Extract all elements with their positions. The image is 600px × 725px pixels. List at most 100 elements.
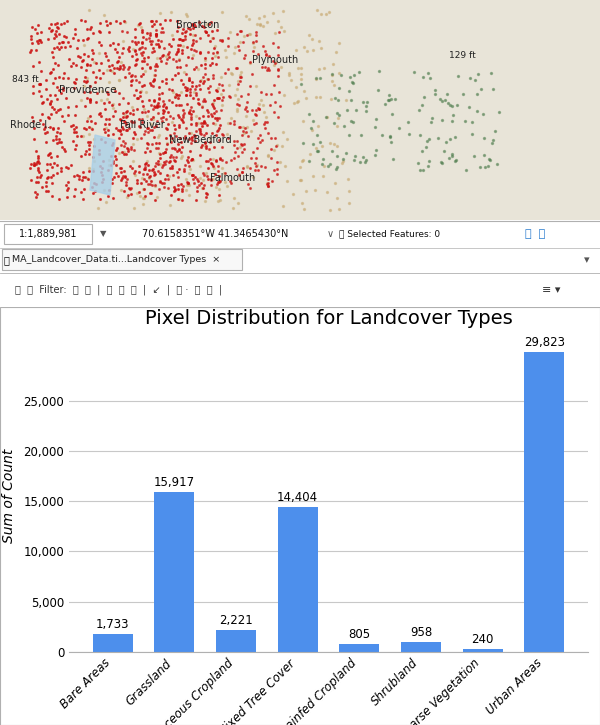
Point	[259, 99, 268, 111]
Point	[252, 142, 262, 154]
Point	[35, 57, 44, 68]
Point	[239, 52, 249, 64]
Point	[329, 138, 338, 150]
Point	[184, 189, 193, 201]
Point	[51, 133, 61, 145]
Point	[161, 57, 171, 69]
Point	[196, 160, 205, 171]
Point	[232, 103, 242, 115]
Point	[145, 187, 155, 199]
Point	[143, 178, 153, 189]
Point	[138, 68, 148, 80]
Point	[106, 150, 116, 162]
Point	[49, 33, 58, 44]
Point	[224, 40, 233, 51]
Point	[27, 21, 37, 33]
Point	[94, 144, 104, 156]
Point	[212, 115, 222, 126]
Point	[167, 133, 176, 144]
Point	[166, 152, 175, 163]
Point	[259, 10, 269, 22]
Point	[263, 149, 273, 161]
Point	[314, 35, 323, 46]
Point	[134, 18, 143, 30]
Point	[136, 47, 145, 59]
Point	[46, 66, 56, 78]
Point	[87, 54, 97, 65]
Point	[139, 183, 148, 195]
Point	[182, 82, 192, 94]
Point	[158, 22, 167, 34]
Point	[235, 25, 245, 37]
Point	[202, 155, 211, 167]
Point	[170, 70, 179, 81]
Point	[34, 150, 43, 162]
Point	[246, 125, 256, 137]
Point	[283, 175, 292, 186]
Point	[26, 33, 36, 45]
Point	[45, 67, 55, 78]
Point	[206, 179, 216, 191]
Point	[226, 117, 235, 128]
Point	[274, 86, 284, 97]
Point	[200, 95, 209, 107]
Point	[241, 104, 250, 115]
Point	[190, 171, 200, 183]
Point	[311, 91, 321, 103]
Point	[169, 112, 178, 124]
Point	[194, 112, 203, 123]
Point	[83, 32, 93, 44]
Point	[169, 185, 179, 196]
Point	[62, 184, 71, 196]
Point	[138, 193, 148, 204]
Point	[158, 104, 168, 116]
Point	[29, 88, 38, 99]
Point	[186, 112, 196, 123]
Point	[212, 92, 221, 104]
Point	[149, 121, 158, 133]
Point	[197, 59, 206, 71]
Point	[173, 22, 183, 33]
Point	[149, 42, 158, 54]
Point	[214, 122, 223, 133]
Text: Plymouth: Plymouth	[252, 55, 298, 65]
Point	[167, 96, 177, 107]
Point	[39, 123, 49, 135]
Point	[218, 79, 227, 91]
Point	[82, 76, 91, 88]
Point	[50, 103, 59, 115]
Point	[61, 92, 71, 104]
Point	[122, 142, 132, 154]
Point	[337, 158, 347, 170]
Point	[254, 104, 263, 115]
Point	[113, 125, 123, 136]
Point	[99, 123, 109, 135]
Point	[151, 24, 160, 36]
Point	[269, 165, 278, 176]
Point	[152, 29, 161, 41]
Point	[79, 48, 89, 59]
Point	[151, 179, 160, 191]
Point	[137, 25, 147, 37]
Point	[41, 185, 51, 196]
Point	[173, 183, 182, 194]
Point	[170, 127, 179, 138]
Point	[143, 51, 152, 63]
Point	[130, 144, 139, 156]
Point	[79, 54, 88, 66]
Point	[35, 78, 44, 89]
Point	[346, 94, 356, 106]
Point	[82, 75, 92, 86]
Point	[262, 117, 272, 128]
Point	[318, 153, 328, 165]
Point	[104, 154, 113, 166]
Point	[212, 154, 221, 165]
Point	[262, 16, 272, 28]
Point	[34, 34, 44, 46]
Point	[341, 147, 351, 159]
Point	[132, 103, 142, 115]
Point	[238, 36, 248, 47]
Point	[266, 152, 276, 163]
Point	[130, 116, 139, 128]
Point	[84, 144, 94, 155]
